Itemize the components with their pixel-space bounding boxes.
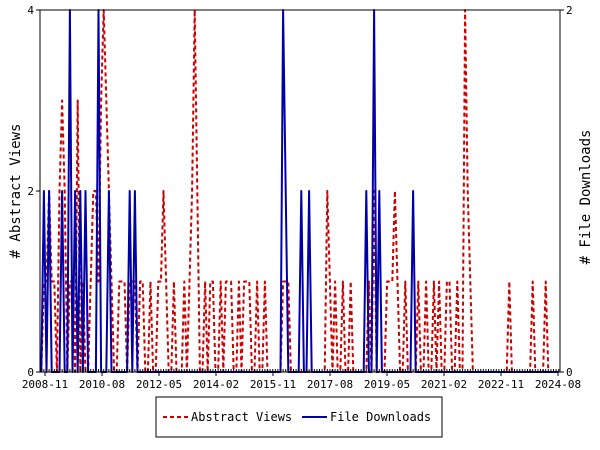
x-tick-label: 2014-02: [193, 378, 239, 391]
right-axis-title: # File Downloads: [578, 130, 594, 265]
x-tick-label: 2024-08: [535, 378, 581, 391]
x-tick-label: 2008-11: [22, 378, 68, 391]
x-tick-label: 2012-05: [136, 378, 182, 391]
legend-label-file-downloads: File Downloads: [330, 410, 431, 424]
x-tick-label: 2015-11: [250, 378, 296, 391]
x-tick-label: 2017-08: [307, 378, 353, 391]
x-tick-label: 2019-05: [364, 378, 410, 391]
x-tick-label: 2021-02: [421, 378, 467, 391]
left-y-tick-label: 2: [27, 185, 34, 198]
legend-box: [155, 396, 443, 438]
legend: Abstract Views File Downloads: [155, 396, 443, 438]
axis-layer: 2008-11 2010-08 2012-05 2014-02 2015-11 2017-…: [22, 4, 581, 391]
right-y-tick-label: 0: [566, 366, 573, 379]
right-y-tick-label: 2: [566, 4, 573, 17]
x-tick-label: 2010-08: [79, 378, 125, 391]
legend-label-abstract-views: Abstract Views: [191, 410, 292, 424]
x-tick-label: 2022-11: [478, 378, 524, 391]
left-y-tick-label: 4: [27, 4, 34, 17]
left-y-tick-label: 0: [27, 366, 34, 379]
left-axis-title: # Abstract Views: [8, 124, 24, 259]
